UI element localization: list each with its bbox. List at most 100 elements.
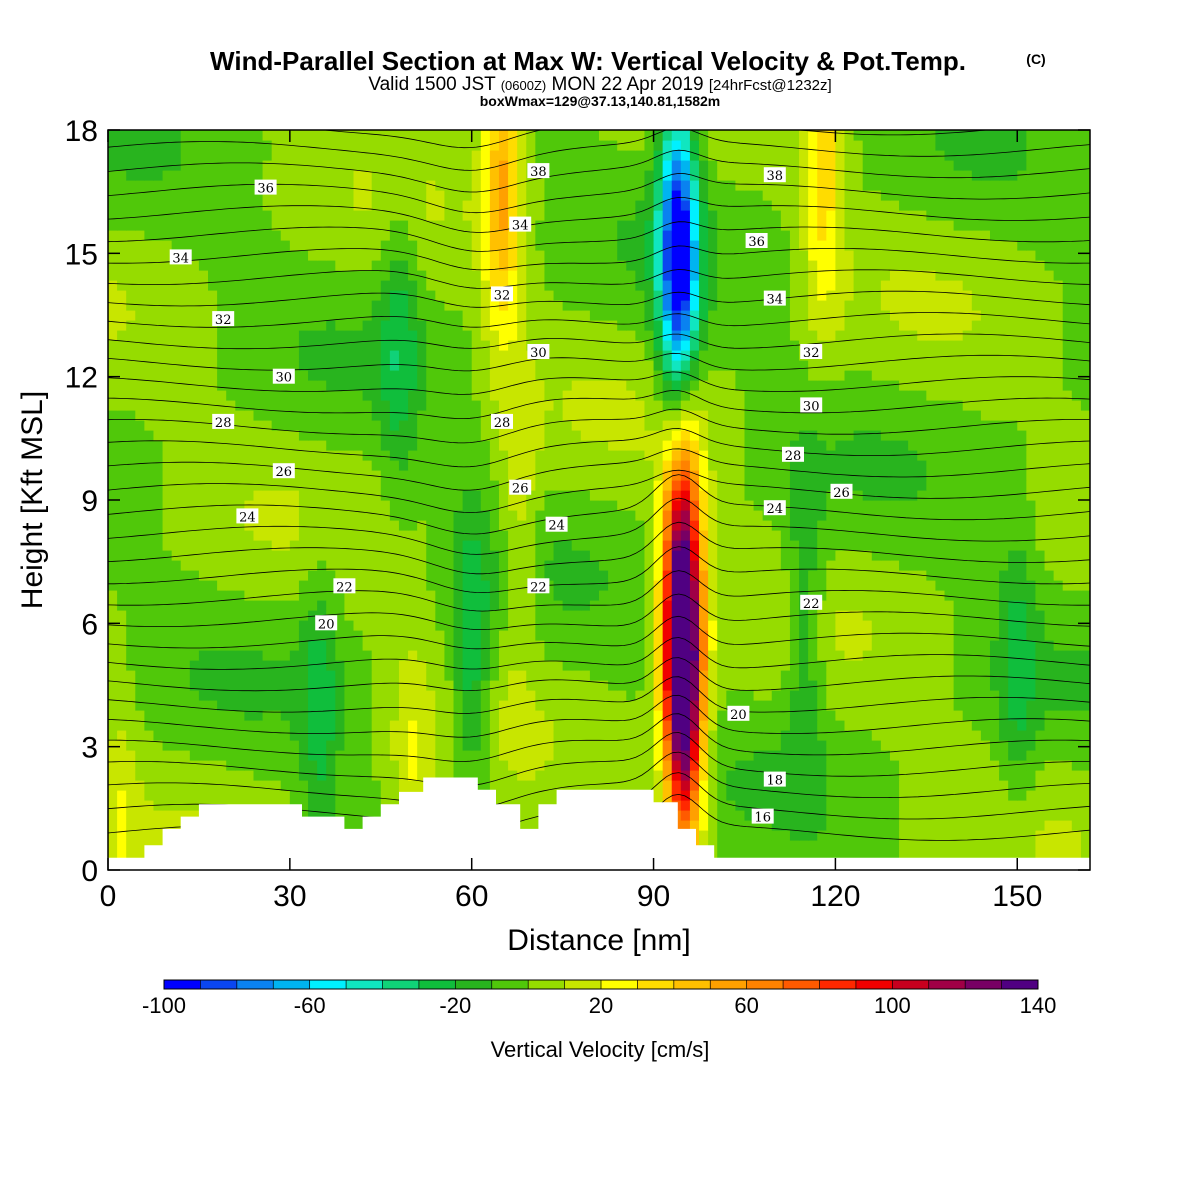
velocity-cell: [544, 680, 555, 691]
velocity-cell: [889, 560, 900, 571]
velocity-cell: [1062, 580, 1073, 591]
velocity-cell: [980, 760, 991, 771]
velocity-cell: [771, 760, 782, 771]
velocity-cell: [753, 720, 764, 731]
velocity-cell: [408, 520, 418, 531]
velocity-cell: [1008, 420, 1018, 431]
velocity-cell: [189, 610, 200, 621]
velocity-cell: [444, 510, 455, 521]
velocity-cell: [708, 580, 718, 591]
velocity-cell: [726, 640, 736, 651]
velocity-cell: [235, 480, 245, 491]
velocity-cell: [480, 750, 491, 761]
velocity-cell: [389, 540, 400, 551]
velocity-cell: [189, 550, 200, 561]
velocity-cell: [353, 560, 364, 571]
velocity-cell: [835, 650, 846, 661]
velocity-cell: [608, 580, 618, 591]
velocity-cell: [1026, 440, 1037, 451]
velocity-cell: [371, 510, 382, 521]
velocity-cell: [880, 580, 891, 591]
velocity-cell: [680, 810, 691, 821]
velocity-cell: [1053, 720, 1064, 731]
velocity-cell: [953, 560, 964, 571]
velocity-cell: [935, 850, 946, 861]
velocity-cell: [835, 470, 846, 481]
velocity-cell: [789, 830, 800, 841]
velocity-cell: [398, 520, 409, 531]
velocity-cell: [717, 690, 727, 701]
velocity-cell: [1026, 620, 1037, 631]
velocity-cell: [171, 630, 182, 641]
velocity-cell: [980, 530, 991, 541]
velocity-cell: [380, 740, 391, 751]
velocity-cell: [480, 580, 491, 591]
velocity-cell: [208, 580, 218, 591]
velocity-cell: [962, 460, 973, 471]
velocity-cell: [1008, 640, 1018, 651]
velocity-cell: [353, 540, 364, 551]
velocity-cell: [362, 520, 373, 531]
velocity-cell: [944, 460, 955, 471]
velocity-cell: [753, 590, 764, 601]
velocity-cell: [971, 730, 982, 741]
velocity-cell: [444, 670, 455, 681]
velocity-cell: [362, 770, 373, 781]
velocity-cell: [553, 740, 564, 751]
velocity-cell: [1035, 810, 1046, 821]
velocity-cell: [162, 590, 173, 601]
velocity-cell: [235, 720, 245, 731]
velocity-cell: [826, 560, 836, 571]
velocity-cell: [244, 720, 255, 731]
velocity-cell: [362, 460, 373, 471]
velocity-cell: [1044, 610, 1055, 621]
velocity-cell: [935, 710, 946, 721]
velocity-cell: [253, 720, 264, 731]
velocity-cell: [198, 510, 209, 521]
velocity-cell: [153, 610, 164, 621]
velocity-cell: [789, 760, 800, 771]
velocity-cell: [298, 610, 309, 621]
velocity-cell: [799, 490, 809, 501]
velocity-cell: [662, 510, 673, 521]
velocity-cell: [680, 580, 691, 591]
velocity-cell: [699, 530, 709, 541]
velocity-cell: [344, 810, 355, 821]
velocity-cell: [1017, 670, 1027, 681]
velocity-cell: [708, 560, 718, 571]
velocity-cell: [844, 530, 855, 541]
velocity-cell: [626, 670, 636, 681]
velocity-cell: [862, 730, 873, 741]
velocity-cell: [489, 470, 500, 481]
velocity-cell: [517, 740, 527, 751]
velocity-cell: [171, 490, 182, 501]
velocity-cell: [826, 620, 836, 631]
velocity-cell: [789, 510, 800, 521]
velocity-cell: [1080, 660, 1090, 671]
velocity-cell: [780, 600, 791, 611]
velocity-cell: [444, 530, 455, 541]
velocity-cell: [999, 670, 1009, 681]
velocity-cell: [362, 440, 373, 451]
velocity-cell: [817, 580, 827, 591]
velocity-cell: [671, 550, 682, 561]
velocity-cell: [289, 590, 300, 601]
velocity-cell: [408, 590, 418, 601]
velocity-cell: [226, 450, 236, 461]
velocity-cell: [153, 760, 164, 771]
velocity-cell: [362, 620, 373, 631]
velocity-cell: [353, 410, 364, 421]
velocity-cell: [144, 750, 155, 761]
velocity-cell: [489, 500, 500, 511]
velocity-cell: [944, 840, 955, 851]
velocity-cell: [880, 560, 891, 571]
velocity-cell: [1053, 630, 1064, 641]
velocity-cell: [180, 560, 191, 571]
velocity-cell: [980, 590, 991, 601]
velocity-cell: [508, 530, 518, 541]
velocity-cell: [699, 730, 709, 741]
velocity-cell: [344, 730, 355, 741]
velocity-cell: [880, 610, 891, 621]
velocity-cell: [771, 410, 782, 421]
velocity-cell: [762, 750, 773, 761]
